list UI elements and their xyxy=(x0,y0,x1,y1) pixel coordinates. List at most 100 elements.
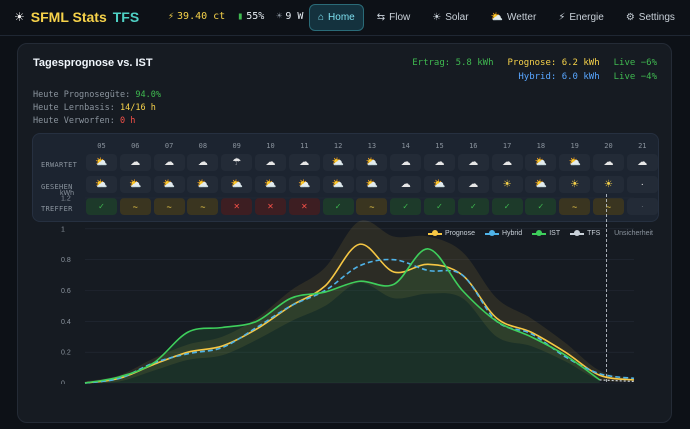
hour-label: 12 xyxy=(333,142,343,150)
tab-label: Energie xyxy=(569,12,604,23)
hit-mid-badge: ~ xyxy=(153,198,185,215)
legend-label: IST xyxy=(549,230,561,237)
tab-energie[interactable]: ⚡ Energie xyxy=(549,4,613,31)
series-line-hybrid xyxy=(84,258,635,384)
cloud-sun-icon: ⛅ xyxy=(356,154,388,171)
hit-ok-badge: ✓ xyxy=(457,198,489,215)
solar-icon: ☀ xyxy=(432,12,442,23)
power-value: 9 W xyxy=(285,11,304,22)
hour-label: 14 xyxy=(401,142,410,150)
hit-bad-badge: ✕ xyxy=(255,198,286,215)
hit-ok-badge: ✓ xyxy=(491,198,523,215)
hit-ok-badge: ✓ xyxy=(86,198,117,215)
hour-label: 09 xyxy=(232,142,241,150)
row-label-expected: ERWARTET xyxy=(41,161,78,169)
y-tick-label: 0 xyxy=(61,381,65,385)
power-stat: ☀ 9 W xyxy=(276,11,303,22)
y-axis-label: kWh xyxy=(60,190,74,197)
cloud-icon: ☁ xyxy=(288,154,320,171)
cloud-icon: ☁ xyxy=(153,154,185,171)
discard-label: Heute Verworfen: xyxy=(33,116,115,126)
hit-mid-badge: ~ xyxy=(187,198,219,215)
gear-icon: ⚙ xyxy=(625,12,635,23)
uncertainty-band xyxy=(85,220,634,383)
cloud-icon: ☁ xyxy=(119,154,151,171)
legend-hybrid[interactable]: Hybrid xyxy=(484,229,522,237)
sun-icon: ☀ xyxy=(593,176,624,193)
app-brand[interactable]: ☀ SFML Stats TFS xyxy=(14,9,139,25)
cloud-sun-icon: ⛅ xyxy=(559,154,591,171)
card-title: Tagesprognose vs. IST xyxy=(33,57,153,69)
hit-ok-badge: ✓ xyxy=(525,198,557,215)
sun-icon: ☀ xyxy=(559,176,591,193)
prognose-value: Prognose: 6.2 kWh xyxy=(507,58,600,68)
hour-label: 21 xyxy=(638,142,647,150)
battery-value: 55% xyxy=(246,11,265,22)
cloud-sun-icon: ⛅ xyxy=(221,176,253,193)
cloud-icon: ☁ xyxy=(187,154,219,171)
price-stat: ⚡ 39.40 ct xyxy=(168,11,225,22)
app-title-suffix: TFS xyxy=(112,9,140,25)
hour-label: 16 xyxy=(469,142,478,150)
cloud-icon: ☁ xyxy=(255,154,286,171)
battery-icon: ▮ xyxy=(237,11,244,22)
y-tick-label: 0.4 xyxy=(61,319,71,326)
hit-bad-badge: ✕ xyxy=(288,198,320,215)
hybrid-value: Hybrid: 6.0 kWh xyxy=(518,72,600,82)
y-tick-label: 0.8 xyxy=(61,257,71,264)
forecast-card: Tagesprognose vs. IST Ertrag: 5.8 kWh Pr… xyxy=(17,43,672,423)
price-value: 39.40 ct xyxy=(177,11,226,22)
y-tick-label: 0.2 xyxy=(61,350,71,357)
cloud-sun-icon: ⛅ xyxy=(424,176,455,193)
discard-value: 0 h xyxy=(120,116,136,126)
header-stats: ⚡ 39.40 ct ▮ 55% ☀ 9 W xyxy=(168,11,303,22)
legend-ist[interactable]: IST xyxy=(532,229,561,237)
legend-tfs[interactable]: TFS xyxy=(570,229,600,237)
cloud-sun-icon: ⛅ xyxy=(356,176,388,193)
cloud-icon: ☁ xyxy=(390,176,422,193)
legend-label: Prognose xyxy=(445,230,475,237)
legend-uncertainty[interactable]: Unsicherheit xyxy=(614,230,653,237)
legend-prognose[interactable]: Prognose xyxy=(428,229,475,237)
cloud-sun-icon: ⛅ xyxy=(525,154,557,171)
learn-row: Heute Lernbasis: 14/16 h xyxy=(33,102,161,115)
y-tick-label: 0.6 xyxy=(61,288,71,295)
cloud-sun-icon: ⛅ xyxy=(86,154,117,171)
hour-label: 13 xyxy=(367,142,377,150)
cloud-sun-icon: ⛅ xyxy=(119,176,151,193)
tab-home[interactable]: ⌂ Home xyxy=(309,4,364,31)
sun-icon: ☀ xyxy=(491,176,523,193)
cloud-icon: ☁ xyxy=(424,154,455,171)
tab-settings[interactable]: ⚙ Settings xyxy=(617,4,684,31)
series-line-ist xyxy=(84,248,601,384)
prognose-live: Live −6% xyxy=(613,58,657,68)
cloud-sun-icon: ⛅ xyxy=(322,176,354,193)
quality-label: Heute Prognosegüte: xyxy=(33,90,131,100)
bolt-icon: ⚡ xyxy=(168,11,175,22)
hour-label: 20 xyxy=(604,142,613,150)
quality-info: Heute Prognosegüte: 94.0% Heute Lernbasi… xyxy=(33,89,161,128)
hour-label: 17 xyxy=(502,142,512,150)
hit-none-badge: · xyxy=(626,198,658,215)
cloud-icon: ☁ xyxy=(457,154,489,171)
hour-grid: ERWARTET GESEHEN TREFFER 05 ⛅ ⛅ ✓ 06 ☁ ⛅ ~07 ☁ ⛅ ~… xyxy=(32,133,659,222)
quality-value: 94.0% xyxy=(135,90,161,100)
hour-label: 05 xyxy=(97,142,106,150)
tab-label: Home xyxy=(328,12,355,23)
tab-label: Settings xyxy=(638,12,675,23)
tab-flow[interactable]: ⇆ Flow xyxy=(368,4,420,31)
row-label-seen: GESEHEN xyxy=(41,183,73,191)
ertrag-value: Ertrag: 5.8 kWh xyxy=(412,58,494,68)
cloud-icon: ☁ xyxy=(626,154,658,171)
tab-wetter[interactable]: ⛅ Wetter xyxy=(482,4,546,31)
discard-row: Heute Verworfen: 0 h xyxy=(33,115,161,128)
tab-solar[interactable]: ☀ Solar xyxy=(423,4,477,31)
hit-mid-badge: ~ xyxy=(119,198,151,215)
hour-label: 10 xyxy=(266,142,275,150)
cloud-sun-icon: ⛅ xyxy=(86,176,117,193)
cloud-sun-icon: ⛅ xyxy=(153,176,185,193)
learn-label: Heute Lernbasis: xyxy=(33,103,115,113)
cloud-sun-icon: ⛅ xyxy=(288,176,320,193)
app-title: SFML Stats xyxy=(30,9,107,25)
yield-summary: Ertrag: 5.8 kWh Prognose: 6.2 kWh Live −… xyxy=(412,56,657,84)
